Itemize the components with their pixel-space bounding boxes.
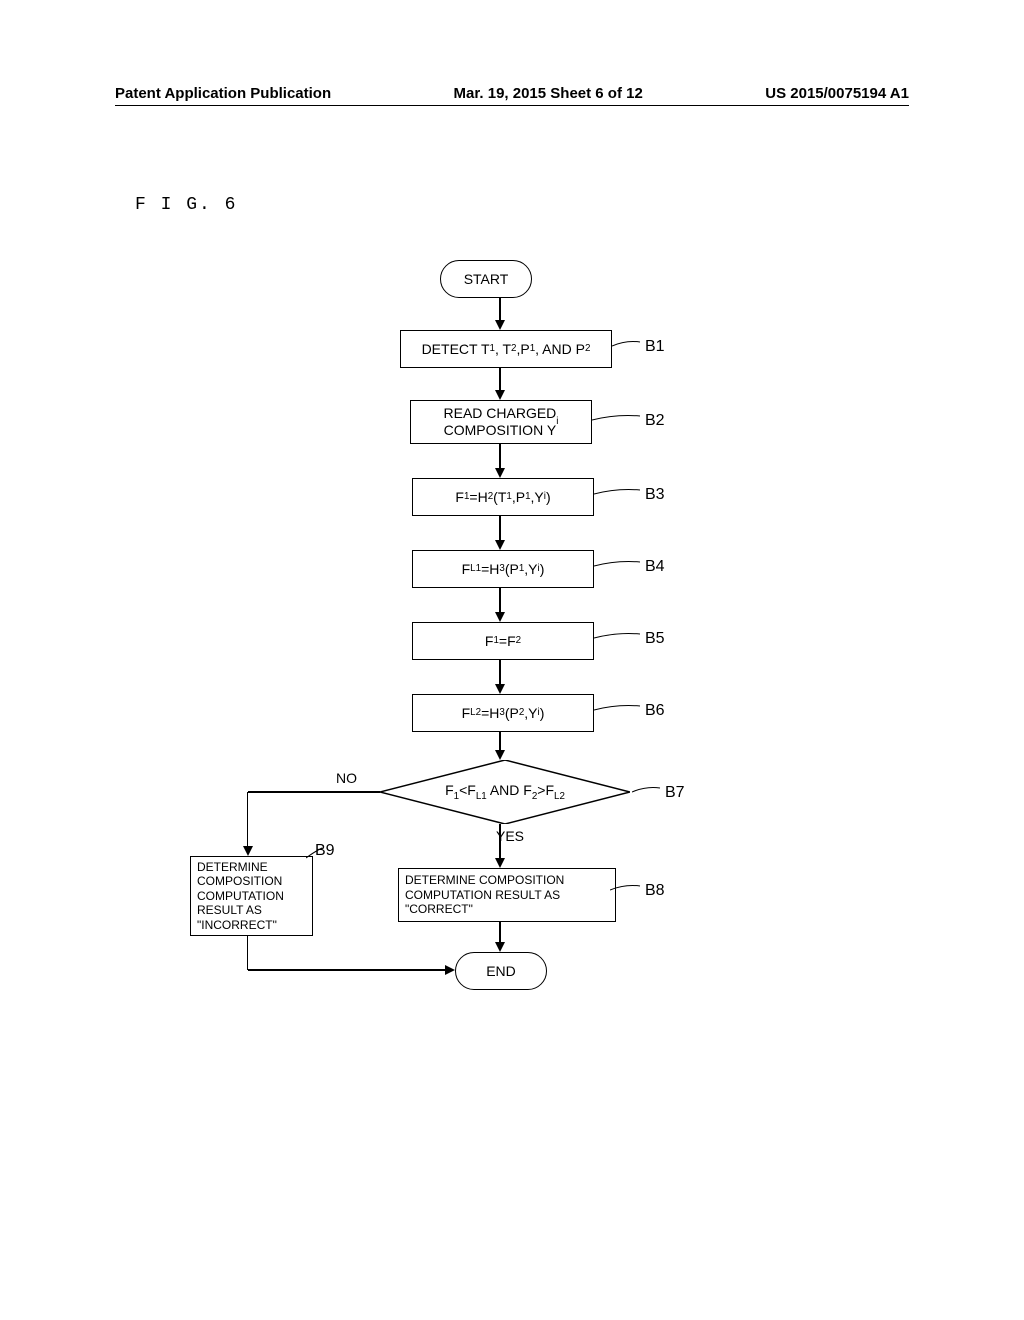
process-b3: F1=H2(T1,P1,Yi): [412, 478, 594, 516]
decision-text: F1<FL1 AND F2>FL2: [445, 782, 565, 802]
arrow-head: [243, 846, 253, 856]
arrow-head: [495, 390, 505, 400]
process-b8: DETERMINE COMPOSITIONCOMPUTATION RESULT …: [398, 868, 616, 922]
process-b9: DETERMINECOMPOSITIONCOMPUTATIONRESULT AS…: [190, 856, 313, 936]
header-center: Mar. 19, 2015 Sheet 6 of 12: [454, 85, 643, 102]
process-b6: FL2=H3(P2,Yi): [412, 694, 594, 732]
label-connector: [594, 696, 650, 720]
label-connector: [610, 876, 650, 900]
label-connector: [594, 552, 650, 576]
label-connector: [592, 406, 650, 430]
edge-label-no: NO: [336, 770, 357, 786]
arrow-head: [495, 750, 505, 760]
header-right: US 2015/0075194 A1: [765, 85, 909, 102]
arrow-head: [445, 965, 455, 975]
arrow-line: [247, 792, 249, 848]
process-b5: F1=F2: [412, 622, 594, 660]
arrow-line: [499, 922, 501, 944]
process-b4: FL1=H3(P1,Yi): [412, 550, 594, 588]
header-divider: [115, 105, 909, 106]
terminator-end: END: [455, 952, 547, 990]
arrow-head: [495, 942, 505, 952]
arrow-line: [499, 660, 501, 686]
arrow-line: [499, 516, 501, 542]
terminator-start: START: [440, 260, 532, 298]
label-connector: [306, 838, 332, 868]
arrow-line: [499, 732, 501, 752]
label-connector: [594, 624, 650, 648]
arrow-line: [248, 791, 381, 793]
arrow-head: [495, 612, 505, 622]
page-header: Patent Application Publication Mar. 19, …: [0, 85, 1024, 102]
figure-label: F I G. 6: [135, 195, 237, 215]
arrow-head: [495, 540, 505, 550]
arrow-head: [495, 858, 505, 868]
process-b2: READ CHARGEDCOMPOSITION Yi: [410, 400, 592, 444]
arrow-line: [248, 969, 448, 971]
header-left: Patent Application Publication: [115, 85, 331, 102]
label-connector: [632, 778, 670, 802]
arrow-head: [495, 468, 505, 478]
edge-label-yes: YES: [496, 828, 524, 844]
process-b1: DETECT T1, T2,P1, AND P2: [400, 330, 612, 368]
arrow-head: [495, 320, 505, 330]
arrow-line: [499, 444, 501, 470]
label-connector: [612, 332, 650, 356]
arrow-line: [499, 298, 501, 322]
label-connector: [594, 480, 650, 504]
arrow-line: [499, 368, 501, 392]
arrow-line: [247, 934, 249, 970]
arrow-line: [499, 588, 501, 614]
decision-b7: F1<FL1 AND F2>FL2: [380, 760, 630, 824]
arrow-head: [495, 684, 505, 694]
